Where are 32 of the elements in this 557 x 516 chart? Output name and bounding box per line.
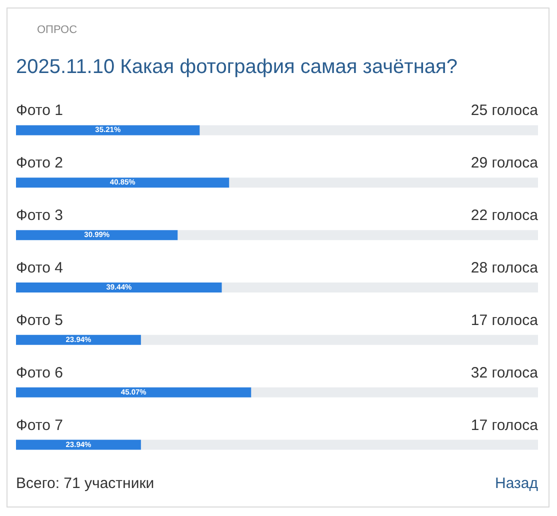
bar	[16, 125, 200, 136]
bar	[16, 440, 141, 450]
bar	[222, 282, 538, 292]
y-tick-label: Фото 5	[16, 312, 63, 329]
text: Назад	[495, 475, 538, 492]
annotation: 29 голоса	[470, 154, 539, 172]
annotation: 17 голоса	[470, 416, 539, 434]
annotation: 32 голоса	[470, 364, 539, 382]
bar	[16, 387, 252, 398]
bar	[16, 178, 230, 188]
bar	[16, 230, 178, 240]
y-tick-label: Фото 4	[16, 260, 63, 276]
bar	[178, 230, 538, 240]
bar	[16, 334, 141, 345]
y-tick-label: Фото 6	[16, 364, 63, 382]
annotation: 28 голоса	[470, 260, 539, 276]
y-tick-label: Фото 7	[16, 416, 63, 434]
chart-title: 2025.11.10 Какая фотография самая зачётная?	[16, 56, 458, 78]
annotation: 22 голоса	[470, 207, 539, 224]
bar	[140, 334, 538, 345]
y-tick-label: Фото 2	[16, 154, 63, 172]
bar	[251, 387, 538, 398]
bar	[140, 440, 538, 450]
text: Всего: 71 участники	[16, 475, 154, 492]
y-tick-label: Фото 1	[16, 102, 63, 120]
bar	[200, 125, 538, 136]
annotation: 17 голоса	[470, 312, 539, 329]
text: ОПРОС	[37, 24, 78, 36]
y-tick-label: Фото 3	[16, 207, 63, 224]
bar	[16, 282, 222, 292]
annotation: 25 голоса	[470, 102, 539, 120]
bar	[229, 178, 538, 188]
